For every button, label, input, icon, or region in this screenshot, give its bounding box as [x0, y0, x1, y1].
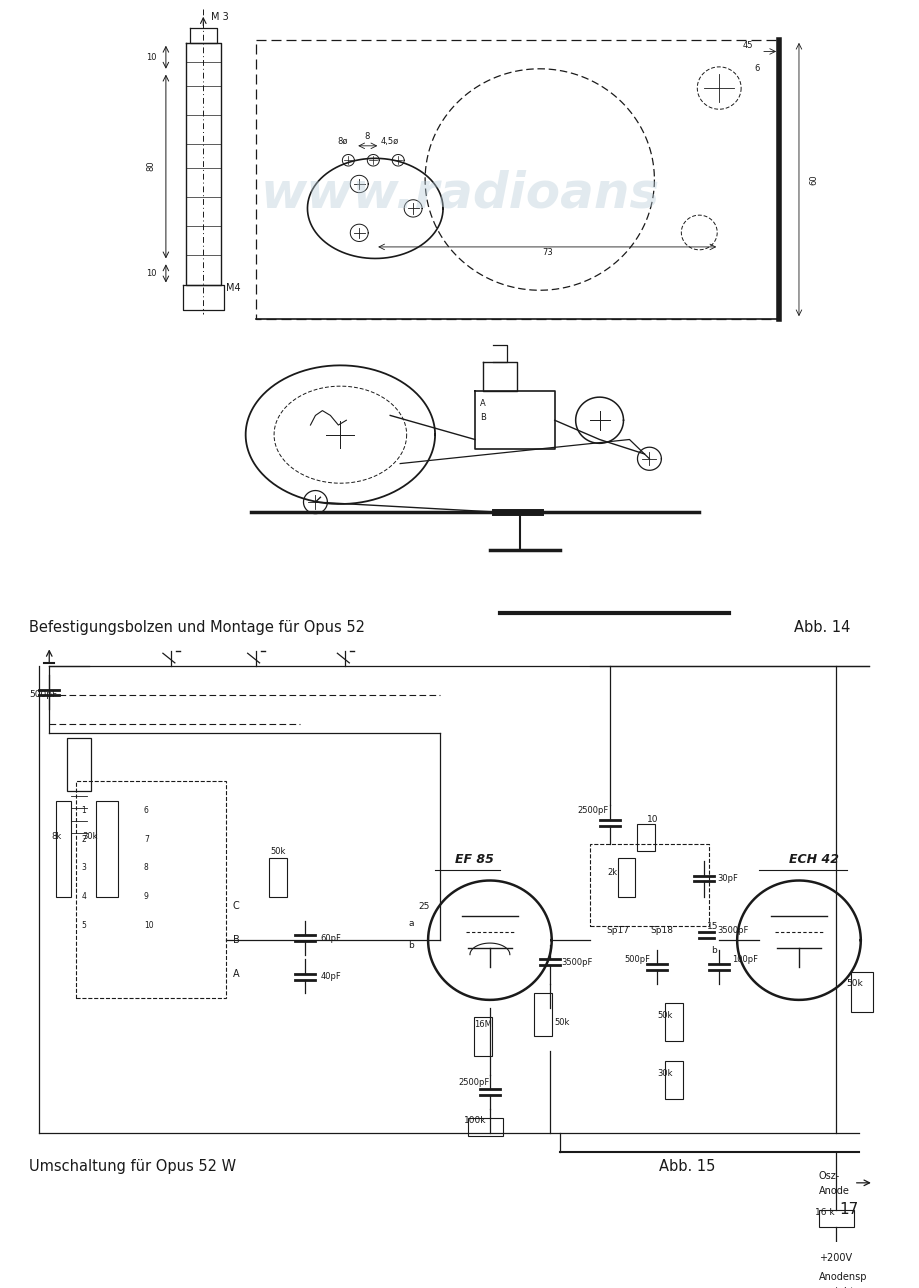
Text: 10: 10 — [647, 815, 658, 824]
Text: Befestigungsbolzen und Montage für Opus 52: Befestigungsbolzen und Montage für Opus … — [29, 620, 365, 635]
Text: ECH 42: ECH 42 — [789, 853, 838, 866]
Text: 2k: 2k — [607, 868, 617, 877]
Text: 10: 10 — [145, 53, 156, 62]
Text: 6: 6 — [754, 63, 759, 72]
Text: 8ø: 8ø — [336, 137, 347, 146]
Text: Sp18: Sp18 — [650, 926, 673, 935]
Text: 16M: 16M — [473, 1020, 492, 1029]
Text: 1: 1 — [81, 806, 85, 815]
Text: 7: 7 — [143, 835, 149, 844]
Text: 6: 6 — [143, 806, 149, 815]
Text: 45: 45 — [742, 41, 752, 50]
Text: a: a — [408, 918, 414, 927]
Text: 5: 5 — [81, 921, 86, 930]
Bar — [850, 972, 872, 1012]
Text: A: A — [480, 399, 485, 408]
Text: Abb. 15: Abb. 15 — [659, 1159, 715, 1173]
Text: M 3: M 3 — [211, 12, 229, 22]
Text: 15: 15 — [707, 922, 718, 931]
Text: 9: 9 — [143, 893, 149, 902]
Text: B: B — [480, 413, 485, 422]
Text: 80: 80 — [146, 161, 155, 171]
Bar — [818, 1209, 853, 1227]
Text: b: b — [408, 942, 414, 949]
Text: 30k: 30k — [657, 1069, 672, 1078]
Text: 8k: 8k — [51, 832, 62, 841]
Text: 100pF: 100pF — [732, 954, 757, 963]
Text: 30pF: 30pF — [717, 875, 737, 884]
Text: 17: 17 — [838, 1202, 857, 1217]
Bar — [76, 782, 225, 998]
Bar — [468, 1118, 503, 1136]
Bar — [67, 738, 91, 791]
Text: gesiebt: gesiebt — [818, 1287, 854, 1288]
Text: 8: 8 — [364, 133, 369, 142]
Text: 2: 2 — [81, 835, 85, 844]
Text: 10: 10 — [143, 921, 153, 930]
Text: 60pF: 60pF — [320, 934, 341, 943]
Text: 8: 8 — [143, 863, 149, 872]
Text: 3: 3 — [81, 863, 86, 872]
Bar — [617, 858, 635, 896]
Text: 25: 25 — [417, 903, 429, 912]
Text: 100k: 100k — [463, 1117, 485, 1126]
Text: Osz-: Osz- — [818, 1171, 839, 1181]
Text: Anodensp: Anodensp — [818, 1273, 867, 1282]
Text: 4,5ø: 4,5ø — [380, 137, 399, 146]
Text: 50k: 50k — [270, 846, 286, 855]
Bar — [473, 1018, 492, 1056]
Text: EF 85: EF 85 — [455, 853, 494, 866]
Text: C: C — [233, 902, 239, 912]
Text: 10: 10 — [145, 269, 156, 278]
Text: 16 k: 16 k — [814, 1208, 834, 1217]
Text: 50k: 50k — [554, 1018, 570, 1027]
Text: www.radioans: www.radioans — [260, 170, 659, 218]
Text: 3500pF: 3500pF — [717, 926, 748, 935]
Text: M4: M4 — [225, 283, 240, 294]
Bar — [533, 993, 551, 1037]
Text: 50k: 50k — [657, 1011, 672, 1020]
Text: Anode: Anode — [818, 1185, 849, 1195]
Text: 40pF: 40pF — [320, 972, 341, 981]
Text: 500pF: 500pF — [29, 690, 57, 699]
Text: 30k: 30k — [83, 832, 97, 841]
Text: B: B — [233, 935, 239, 945]
Text: b: b — [710, 945, 716, 954]
Bar — [268, 858, 286, 896]
Text: 2500pF: 2500pF — [458, 1078, 489, 1087]
Text: 73: 73 — [542, 247, 552, 256]
Text: 50k: 50k — [845, 979, 862, 988]
Text: 500pF: 500pF — [624, 954, 650, 963]
Text: 60: 60 — [808, 174, 817, 185]
Text: 4: 4 — [81, 893, 86, 902]
Bar — [96, 801, 118, 896]
Bar — [589, 844, 709, 926]
Bar — [56, 801, 71, 896]
Text: A: A — [233, 969, 239, 979]
Bar — [664, 1003, 683, 1041]
Text: Umschaltung für Opus 52 W: Umschaltung für Opus 52 W — [29, 1159, 236, 1173]
Bar — [637, 824, 654, 850]
Bar — [664, 1060, 683, 1099]
Text: 2500pF: 2500pF — [577, 806, 608, 815]
Text: Sp17: Sp17 — [606, 926, 629, 935]
Text: Abb. 14: Abb. 14 — [793, 620, 849, 635]
Text: 3500pF: 3500pF — [562, 958, 593, 967]
Text: +200V: +200V — [818, 1253, 851, 1264]
